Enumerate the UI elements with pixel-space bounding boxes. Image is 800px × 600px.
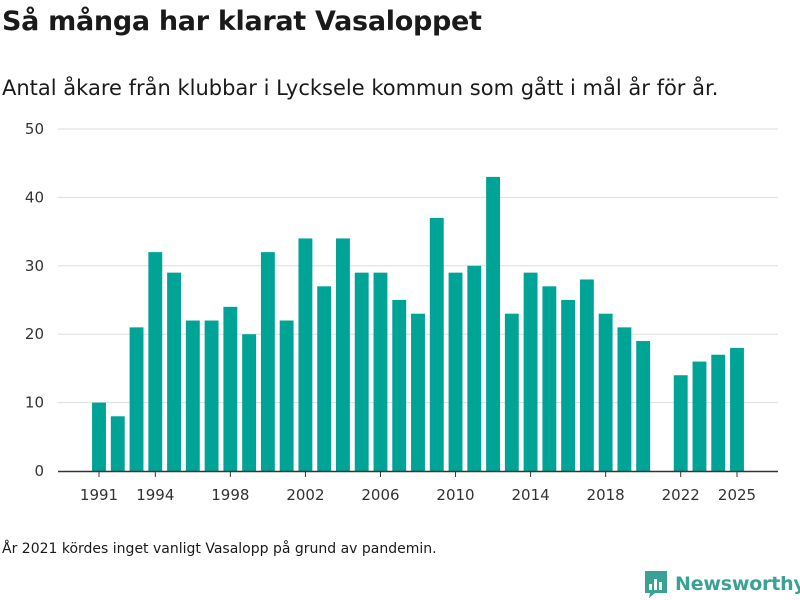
bar-chart: 0 10 20 30 40 50 1991 1994 1998 2002 2006 2010 2014… <box>25 120 778 504</box>
bar-1999[interactable] <box>242 334 257 471</box>
x-tick-label-1994: 1994 <box>136 486 174 504</box>
x-tick-label-2002: 2002 <box>286 486 324 504</box>
y-tick-label-40: 40 <box>25 188 44 206</box>
bar-2022[interactable] <box>673 375 688 471</box>
x-tick-label-1991: 1991 <box>80 486 118 504</box>
chart-title: Så många har klarat Vasaloppet <box>2 6 482 37</box>
bar-1998[interactable] <box>223 306 238 471</box>
bar-2015[interactable] <box>542 286 557 471</box>
x-tick-label-2006: 2006 <box>361 486 399 504</box>
brand-logo[interactable]: Newsworthy <box>643 569 800 599</box>
bar-2004[interactable] <box>335 238 350 471</box>
bar-2011[interactable] <box>467 265 482 471</box>
y-tick-label-0: 0 <box>34 462 44 480</box>
x-tick-label-2010: 2010 <box>436 486 474 504</box>
bar-2001[interactable] <box>279 320 294 471</box>
bar-1995[interactable] <box>167 272 182 471</box>
bar-2018[interactable] <box>598 313 613 471</box>
bar-1991[interactable] <box>92 402 106 471</box>
bar-2005[interactable] <box>354 272 369 471</box>
x-tick-label-2018: 2018 <box>587 486 625 504</box>
x-tick-labels: 1991 1994 1998 2002 2006 2010 2014 2018 2022 2025 <box>80 471 756 504</box>
bar-2025[interactable] <box>730 347 744 471</box>
bar-2019[interactable] <box>617 327 632 471</box>
bar-2000[interactable] <box>260 252 275 471</box>
chart-subtitle: Antal åkare från klubbar i Lycksele komm… <box>2 76 719 100</box>
bar-chart-speech-bubble-icon <box>645 571 667 598</box>
bar-2020[interactable] <box>636 341 651 471</box>
bar-2008[interactable] <box>411 313 425 471</box>
y-tick-label-50: 50 <box>25 120 44 138</box>
x-tick-label-2014: 2014 <box>511 486 549 504</box>
footnote: År 2021 kördes inget vanligt Vasalopp på… <box>2 541 437 557</box>
x-tick-label-2022: 2022 <box>662 486 700 504</box>
bar-1997[interactable] <box>204 320 219 471</box>
bar-2002[interactable] <box>298 238 313 471</box>
bar-2007[interactable] <box>392 300 407 471</box>
y-tick-label-10: 10 <box>25 394 44 412</box>
x-tick-label-2025: 2025 <box>718 486 756 504</box>
bars <box>92 176 744 471</box>
y-tick-label-30: 30 <box>25 257 44 275</box>
bar-2024[interactable] <box>711 354 726 471</box>
y-tick-label-20: 20 <box>25 325 44 343</box>
bar-1992[interactable] <box>110 416 125 471</box>
bar-2003[interactable] <box>317 286 332 471</box>
bar-2009[interactable] <box>429 217 444 471</box>
bar-1993[interactable] <box>129 327 144 471</box>
bar-2017[interactable] <box>579 279 594 471</box>
bar-2023[interactable] <box>692 361 707 471</box>
bar-2013[interactable] <box>504 313 519 471</box>
bar-2016[interactable] <box>561 300 576 471</box>
bar-1994[interactable] <box>148 252 163 471</box>
y-tick-labels: 0 10 20 30 40 50 <box>25 120 44 480</box>
bar-2012[interactable] <box>486 176 501 471</box>
bar-2014[interactable] <box>523 272 538 471</box>
bar-2010[interactable] <box>448 272 463 471</box>
bar-1996[interactable] <box>185 320 200 471</box>
brand-name: Newsworthy <box>675 573 800 595</box>
bar-2006[interactable] <box>373 272 388 471</box>
x-tick-label-1998: 1998 <box>211 486 249 504</box>
